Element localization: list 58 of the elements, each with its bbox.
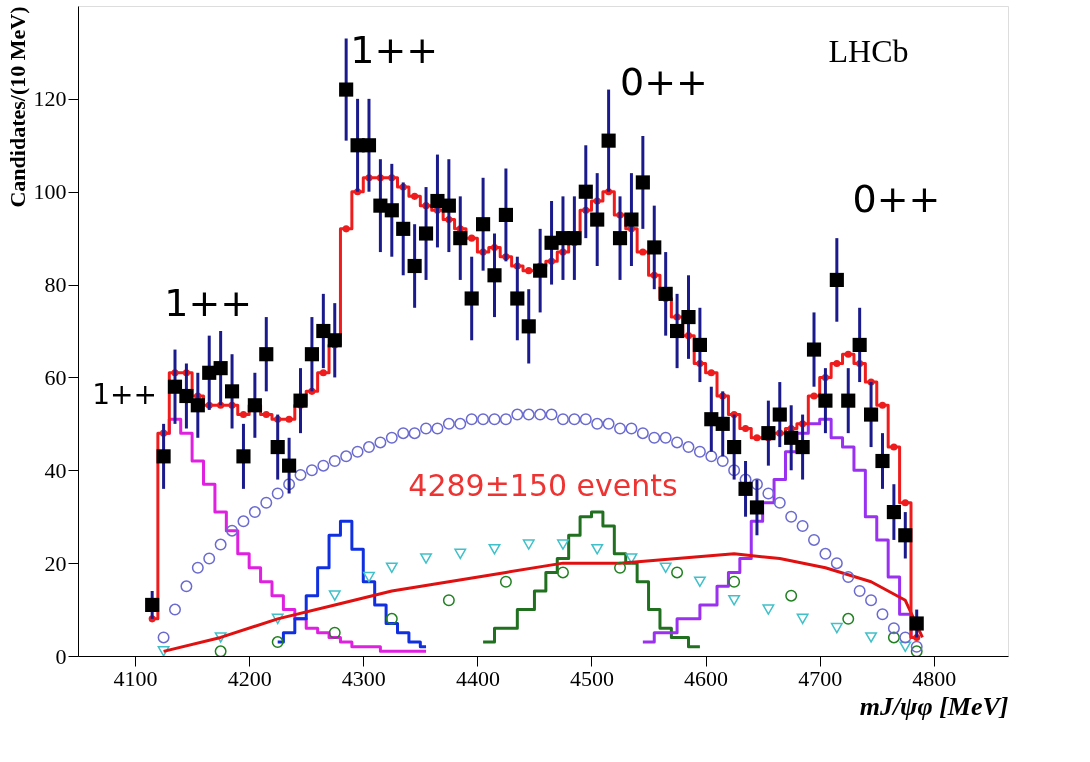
point <box>271 636 284 649</box>
point <box>556 566 569 579</box>
annotation: 1++ <box>350 27 439 72</box>
y-tick-label: 40 <box>44 457 67 483</box>
point <box>693 576 706 588</box>
x-tick-label: 4300 <box>341 665 386 691</box>
point <box>785 589 798 602</box>
point <box>522 539 535 550</box>
point <box>614 561 627 574</box>
point <box>157 646 170 656</box>
point <box>385 562 398 574</box>
point <box>328 626 341 639</box>
point <box>385 612 398 625</box>
point <box>271 613 284 625</box>
point <box>887 631 900 644</box>
point <box>362 571 375 583</box>
point <box>830 622 843 634</box>
point <box>899 641 912 653</box>
y-axis-title: Candidates/(10 MeV) <box>4 6 30 208</box>
x-tick-label: 4200 <box>227 665 272 691</box>
point <box>556 539 569 550</box>
x-axis-title: mJ/ψφ [MeV] <box>859 691 1009 721</box>
point <box>488 543 501 555</box>
y-tick-label: 20 <box>44 550 67 576</box>
y-tick-label: 60 <box>44 364 67 390</box>
annotation: 1++ <box>92 378 157 411</box>
point <box>671 566 684 579</box>
point <box>910 645 923 656</box>
annotation: 0++ <box>852 177 941 221</box>
x-tick-label: 4100 <box>113 665 158 691</box>
point <box>865 632 878 643</box>
x-tick-label: 4600 <box>684 665 729 691</box>
point <box>842 612 855 625</box>
point <box>214 632 227 643</box>
point <box>796 613 809 625</box>
y-tick-label: 120 <box>33 86 67 112</box>
point <box>591 543 604 555</box>
point <box>728 575 741 588</box>
point <box>728 594 741 606</box>
x-tick-label: 4500 <box>570 665 614 691</box>
y-tick-label: 100 <box>33 179 67 205</box>
point <box>659 562 672 574</box>
annotation: 1++ <box>164 281 253 325</box>
y-tick-label: 80 <box>44 272 67 298</box>
x-tick-label: 4800 <box>912 665 957 691</box>
x-tick-label: 4400 <box>455 665 500 691</box>
annotation: 4289±150 events <box>408 468 678 503</box>
annotation: LHCb <box>828 32 909 69</box>
point <box>328 590 341 601</box>
point <box>214 645 227 656</box>
point <box>442 594 455 607</box>
annotation: 0++ <box>619 60 708 104</box>
point <box>420 553 433 564</box>
y-tick-label: 0 <box>55 643 67 669</box>
x-tick-label: 4700 <box>798 665 843 691</box>
point <box>499 575 512 588</box>
point <box>762 604 775 615</box>
point <box>454 548 467 560</box>
